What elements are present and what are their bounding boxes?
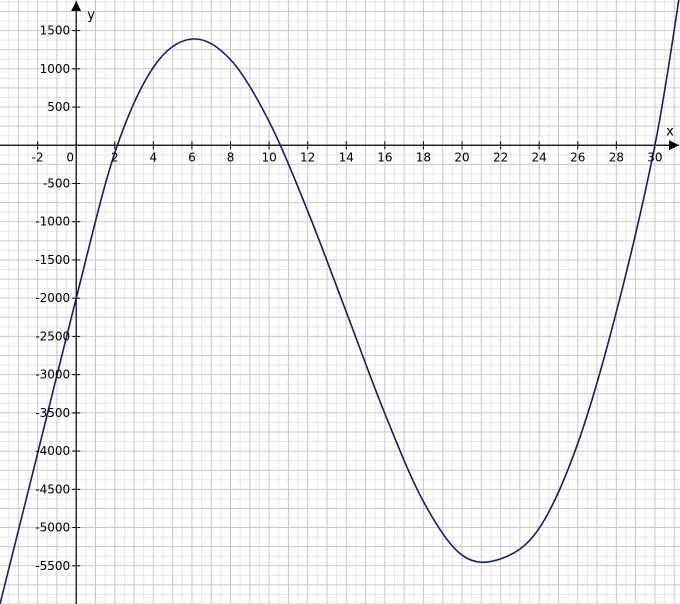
x-tick-label: 8 (227, 150, 235, 164)
x-tick-label: 24 (532, 150, 547, 164)
x-tick-label: 14 (339, 150, 354, 164)
y-tick-label: 1000 (40, 62, 71, 76)
y-tick-label: -2000 (35, 291, 70, 305)
y-tick-label: 500 (47, 100, 70, 114)
x-tick-label: 16 (377, 150, 392, 164)
x-tick-label: 12 (300, 150, 315, 164)
y-axis-arrow (71, 1, 82, 11)
y-tick-label: -3500 (35, 406, 70, 420)
x-tick-label: 0 (66, 150, 74, 164)
y-tick-label: 1500 (40, 24, 71, 38)
y-tick-label: -500 (43, 176, 70, 190)
x-axis-arrow (669, 140, 679, 151)
x-tick-label: 20 (454, 150, 469, 164)
y-tick-label: -4500 (35, 482, 70, 496)
x-tick-label: 26 (570, 150, 585, 164)
x-tick-label: 6 (188, 150, 196, 164)
x-tick-label: 30 (647, 150, 662, 164)
x-tick-label: 2 (111, 150, 119, 164)
y-tick-label: -4000 (35, 444, 70, 458)
x-tick-label: 18 (416, 150, 431, 164)
y-axis-label: y (87, 8, 95, 23)
y-tick-label: -1000 (35, 215, 70, 229)
y-tick-label: -2500 (35, 329, 70, 343)
x-axis-label: x (666, 124, 674, 139)
x-tick-label: 28 (609, 150, 624, 164)
x-tick-label: 22 (493, 150, 508, 164)
y-tick-label: -5500 (35, 559, 70, 573)
y-tick-label: -3000 (35, 368, 70, 382)
x-tick-label: 4 (150, 150, 158, 164)
x-tick-label: -2 (32, 150, 44, 164)
x-tick-label: 10 (261, 150, 276, 164)
y-tick-label: -1500 (35, 253, 70, 267)
tick-labels: -2 0 2 4 6 8 10 12 14 16 18 20 22 24 26 28 3015001000500… (32, 24, 663, 573)
y-tick-label: -5000 (35, 521, 70, 535)
